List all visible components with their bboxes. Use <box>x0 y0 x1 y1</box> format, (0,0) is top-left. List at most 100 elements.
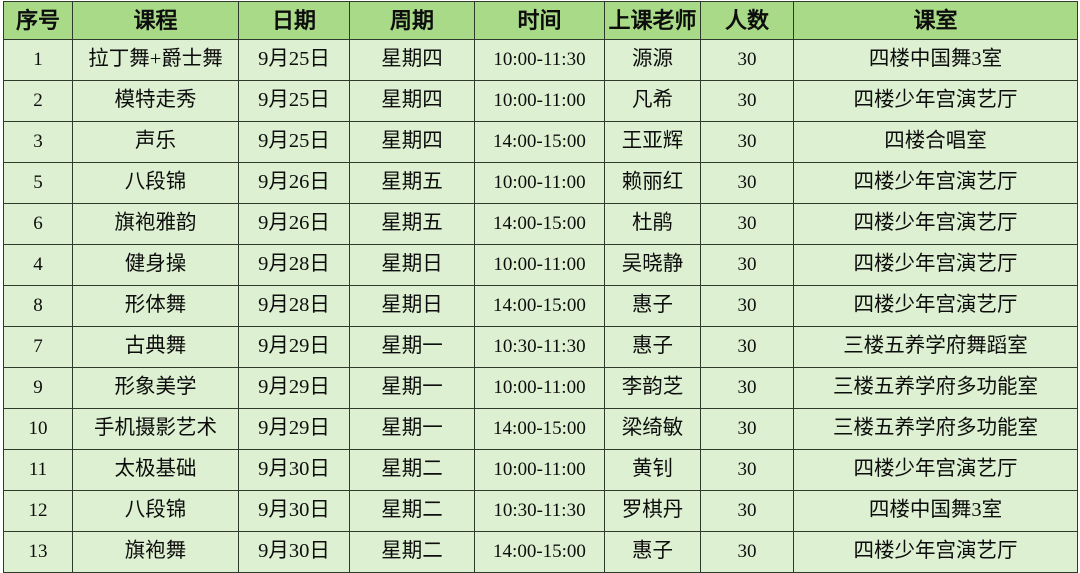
cell-index: 2 <box>3 80 73 122</box>
table-row: 6 旗袍雅韵 9月26日 星期五 14:00-15:00 杜鹃 30 四楼少年宫演艺厅 <box>3 203 1078 245</box>
cell-room: 三楼五养学府舞蹈室 <box>793 326 1078 368</box>
cell-capacity: 30 <box>700 326 794 368</box>
cell-course: 古典舞 <box>72 326 239 368</box>
cell-room: 四楼少年宫演艺厅 <box>793 449 1078 491</box>
cell-course: 形体舞 <box>72 285 239 327</box>
cell-course: 八段锦 <box>72 162 239 204</box>
cell-index: 7 <box>3 326 73 368</box>
table-row: 2 模特走秀 9月25日 星期四 10:00-11:00 凡希 30 四楼少年宫演艺厅 <box>3 80 1078 122</box>
cell-index: 4 <box>3 244 73 286</box>
cell-course: 八段锦 <box>72 490 239 532</box>
cell-capacity: 30 <box>700 285 794 327</box>
cell-date: 9月25日 <box>238 39 350 81</box>
table-row: 9 形象美学 9月29日 星期一 10:00-11:00 李韵芝 30 三楼五养学府多功能室 <box>3 367 1078 409</box>
cell-weekday: 星期一 <box>349 326 475 368</box>
cell-capacity: 30 <box>700 490 794 532</box>
cell-weekday: 星期日 <box>349 244 475 286</box>
column-header-date: 日期 <box>238 1 350 40</box>
cell-room: 四楼少年宫演艺厅 <box>793 203 1078 245</box>
cell-weekday: 星期五 <box>349 203 475 245</box>
cell-course: 健身操 <box>72 244 239 286</box>
cell-room: 四楼合唱室 <box>793 121 1078 163</box>
course-schedule-table: 序号 课程 日期 周期 时间 上课老师 人数 课室 1 拉丁舞+爵士舞 9月25日星… <box>3 1 1078 573</box>
table-row: 1 拉丁舞+爵士舞 9月25日 星期四 10:00-11:30 源源 30 四楼中国舞3室 <box>3 39 1078 81</box>
cell-course: 模特走秀 <box>72 80 239 122</box>
column-header-teacher: 上课老师 <box>604 1 701 40</box>
cell-capacity: 30 <box>700 203 794 245</box>
cell-time: 10:00-11:00 <box>474 80 605 122</box>
cell-teacher: 凡希 <box>604 80 701 122</box>
cell-date: 9月30日 <box>238 490 350 532</box>
cell-capacity: 30 <box>700 39 794 81</box>
cell-weekday: 星期日 <box>349 285 475 327</box>
cell-room: 四楼中国舞3室 <box>793 39 1078 81</box>
cell-time: 14:00-15:00 <box>474 203 605 245</box>
cell-room: 四楼少年宫演艺厅 <box>793 244 1078 286</box>
cell-time: 10:30-11:30 <box>474 326 605 368</box>
cell-course: 旗袍舞 <box>72 531 239 573</box>
cell-teacher: 梁绮敏 <box>604 408 701 450</box>
cell-date: 9月28日 <box>238 244 350 286</box>
cell-teacher: 罗棋丹 <box>604 490 701 532</box>
cell-time: 10:00-11:00 <box>474 449 605 491</box>
column-header-weekday: 周期 <box>349 1 475 40</box>
cell-date: 9月29日 <box>238 326 350 368</box>
cell-capacity: 30 <box>700 367 794 409</box>
cell-time: 10:30-11:30 <box>474 490 605 532</box>
cell-date: 9月30日 <box>238 449 350 491</box>
column-header-room: 课室 <box>793 1 1078 40</box>
table-row: 3 声乐 9月25日 星期四 14:00-15:00 王亚辉 30 四楼合唱室 <box>3 121 1078 163</box>
cell-index: 11 <box>3 449 73 491</box>
table-body: 1 拉丁舞+爵士舞 9月25日 星期四 10:00-11:30 源源 30 四楼中国舞3室 2 模… <box>3 39 1078 573</box>
cell-weekday: 星期二 <box>349 490 475 532</box>
cell-time: 10:00-11:00 <box>474 162 605 204</box>
cell-index: 6 <box>3 203 73 245</box>
cell-course: 手机摄影艺术 <box>72 408 239 450</box>
cell-date: 9月26日 <box>238 162 350 204</box>
cell-date: 9月25日 <box>238 121 350 163</box>
cell-course: 旗袍雅韵 <box>72 203 239 245</box>
table-header: 序号 课程 日期 周期 时间 上课老师 人数 课室 <box>3 1 1078 40</box>
cell-teacher: 黄钊 <box>604 449 701 491</box>
cell-room: 四楼少年宫演艺厅 <box>793 531 1078 573</box>
cell-time: 14:00-15:00 <box>474 408 605 450</box>
table-row: 5 八段锦 9月26日 星期五 10:00-11:00 赖丽红 30 四楼少年宫演艺厅 <box>3 162 1078 204</box>
header-row: 序号 课程 日期 周期 时间 上课老师 人数 课室 <box>3 1 1078 40</box>
cell-course: 拉丁舞+爵士舞 <box>72 39 239 81</box>
table-row: 12 八段锦 9月30日 星期二 10:30-11:30 罗棋丹 30 四楼中国舞3室 <box>3 490 1078 532</box>
cell-weekday: 星期二 <box>349 449 475 491</box>
cell-weekday: 星期一 <box>349 408 475 450</box>
cell-time: 10:00-11:30 <box>474 39 605 81</box>
cell-index: 3 <box>3 121 73 163</box>
cell-date: 9月28日 <box>238 285 350 327</box>
cell-room: 四楼少年宫演艺厅 <box>793 285 1078 327</box>
cell-teacher: 王亚辉 <box>604 121 701 163</box>
cell-time: 10:00-11:00 <box>474 367 605 409</box>
cell-course: 声乐 <box>72 121 239 163</box>
cell-teacher: 源源 <box>604 39 701 81</box>
cell-weekday: 星期四 <box>349 121 475 163</box>
cell-weekday: 星期一 <box>349 367 475 409</box>
table-row: 13 旗袍舞 9月30日 星期二 14:00-15:00 惠子 30 四楼少年宫演艺厅 <box>3 531 1078 573</box>
cell-index: 10 <box>3 408 73 450</box>
cell-time: 14:00-15:00 <box>474 285 605 327</box>
cell-index: 1 <box>3 39 73 81</box>
cell-weekday: 星期五 <box>349 162 475 204</box>
cell-teacher: 惠子 <box>604 531 701 573</box>
cell-time: 14:00-15:00 <box>474 121 605 163</box>
column-header-index: 序号 <box>3 1 73 40</box>
cell-teacher: 吴晓静 <box>604 244 701 286</box>
cell-course: 太极基础 <box>72 449 239 491</box>
cell-date: 9月25日 <box>238 80 350 122</box>
cell-room: 四楼少年宫演艺厅 <box>793 162 1078 204</box>
cell-teacher: 李韵芝 <box>604 367 701 409</box>
cell-teacher: 惠子 <box>604 326 701 368</box>
cell-capacity: 30 <box>700 408 794 450</box>
cell-weekday: 星期四 <box>349 80 475 122</box>
cell-time: 10:00-11:00 <box>474 244 605 286</box>
cell-index: 12 <box>3 490 73 532</box>
cell-room: 四楼中国舞3室 <box>793 490 1078 532</box>
cell-capacity: 30 <box>700 449 794 491</box>
cell-capacity: 30 <box>700 80 794 122</box>
column-header-time: 时间 <box>474 1 605 40</box>
